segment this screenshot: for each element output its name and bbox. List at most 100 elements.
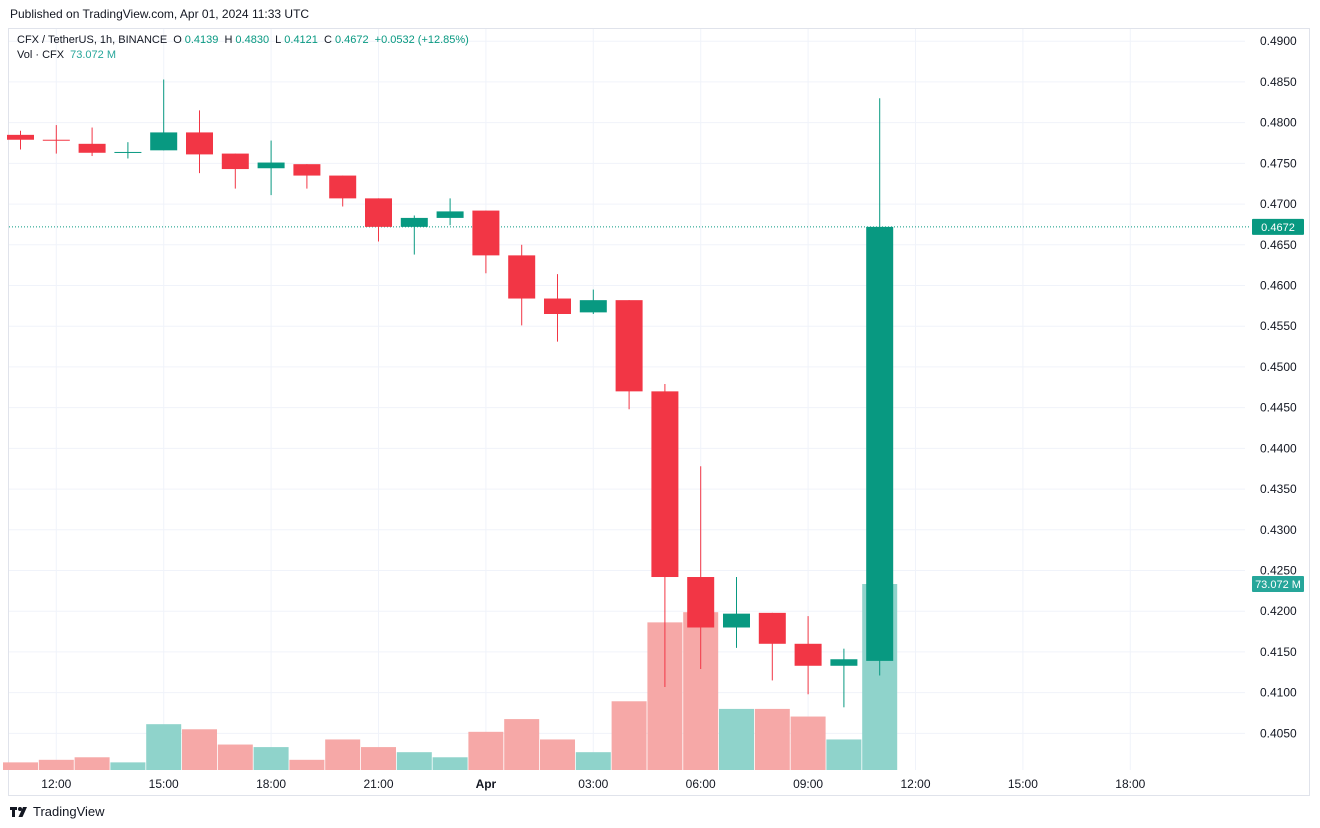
price-axis-label: 0.4500 [1260, 360, 1297, 374]
change-value: +0.0532 (+12.85%) [374, 34, 469, 46]
high-label: H [224, 34, 233, 46]
price-axis-label: 0.4600 [1260, 279, 1297, 293]
time-axis-label: 21:00 [363, 777, 393, 791]
volume-value: 73.072 M [70, 49, 117, 61]
candle-body [579, 300, 607, 313]
candle-body [150, 132, 178, 151]
volume-bar [826, 739, 862, 770]
last-price-badge: 0.4672 [1261, 222, 1295, 234]
candle-body [42, 139, 70, 141]
candle-body [830, 659, 858, 666]
volume-bar [432, 757, 468, 770]
time-axis-label: 18:00 [1115, 777, 1145, 791]
time-axis-label: 09:00 [793, 777, 823, 791]
chart-frame [8, 28, 1310, 796]
volume-bar [110, 762, 146, 770]
candle-body [365, 198, 392, 227]
volume-bar [396, 752, 432, 770]
candle-body [866, 226, 894, 661]
volume-bar [754, 708, 790, 770]
volume-row: Vol · CFX 73.072 M [17, 48, 472, 63]
open-label: O [173, 34, 182, 46]
candle-body [221, 153, 249, 170]
volume-bar [790, 716, 826, 770]
close-value: 0.4672 [334, 34, 369, 46]
volume-bar [325, 739, 361, 770]
price-axis-label: 0.4650 [1260, 238, 1297, 252]
low-label: L [275, 34, 282, 46]
volume-bar [719, 708, 754, 770]
price-axis-label: 0.4550 [1260, 319, 1297, 333]
last-volume-badge-bg [1252, 576, 1304, 592]
candle-body [687, 577, 715, 628]
price-axis-label: 0.4900 [1260, 34, 1297, 48]
price-axis-label: 0.4250 [1260, 564, 1297, 578]
published-caption: Published on TradingView.com, Apr 01, 20… [10, 7, 310, 21]
time-axis-label: 15:00 [1008, 777, 1038, 791]
candle-body [615, 300, 643, 392]
candle-body [472, 210, 500, 256]
volume-bar [182, 729, 217, 770]
candle-body [186, 132, 213, 155]
volume-label[interactable]: Vol · CFX [17, 49, 65, 61]
candle-body [293, 164, 321, 176]
candle-body [7, 134, 34, 140]
price-axis-label: 0.4300 [1260, 523, 1297, 537]
volume-bar [38, 759, 74, 770]
volume-bar [575, 752, 611, 770]
time-axis-label: Apr [476, 777, 497, 791]
price-axis-label: 0.4850 [1260, 75, 1297, 89]
ohlc-row: CFX / TetherUS, 1h, BINANCE O 0.4139 H 0.48… [17, 33, 472, 48]
last-price-badge-bg [1252, 218, 1304, 235]
brand-name: TradingView [33, 804, 105, 819]
chart-legend: CFX / TetherUS, 1h, BINANCE O 0.4139 H 0.48… [17, 33, 472, 63]
volume-bar [611, 701, 647, 770]
candle-body [758, 612, 786, 644]
symbol-label[interactable]: CFX / TetherUS, 1h, BINANCE [17, 34, 168, 46]
volume-bar [253, 747, 289, 770]
price-axis-label: 0.4800 [1260, 116, 1297, 130]
candle-body [257, 162, 285, 169]
last-volume-badge: 73.072 M [1255, 579, 1301, 591]
time-axis-label: 12:00 [41, 777, 71, 791]
volume-bar [361, 747, 396, 770]
candle-body [78, 143, 106, 153]
candle-body [794, 643, 822, 666]
price-axis-label: 0.4450 [1260, 401, 1297, 415]
candle-body [400, 217, 428, 227]
candle-body [651, 391, 679, 578]
volume-bar [217, 744, 253, 770]
close-label: C [323, 34, 332, 46]
volume-bar [74, 757, 110, 770]
time-axis-label: 03:00 [578, 777, 608, 791]
time-axis-label: 15:00 [149, 777, 179, 791]
price-axis-label: 0.4400 [1260, 441, 1297, 455]
price-axis-label: 0.4100 [1260, 686, 1297, 700]
price-axis-label: 0.4150 [1260, 645, 1297, 659]
open-value: 0.4139 [184, 34, 219, 46]
candle-body [508, 255, 536, 299]
tradingview-logo-icon [10, 806, 27, 817]
volume-bar [540, 739, 575, 770]
volume-bar [504, 719, 540, 770]
price-axis-label: 0.4200 [1260, 604, 1297, 618]
tradingview-footer: TradingView [10, 804, 105, 819]
price-axis-label: 0.4750 [1260, 156, 1297, 170]
candle-body [723, 613, 750, 628]
volume-bar [146, 724, 182, 770]
price-axis-label: 0.4700 [1260, 197, 1297, 211]
time-axis-label: 18:00 [256, 777, 286, 791]
time-axis-label: 12:00 [900, 777, 930, 791]
candle-body [436, 211, 464, 218]
volume-bar [289, 759, 325, 770]
low-value: 0.4121 [284, 34, 318, 46]
candle-body [114, 151, 142, 153]
price-axis-label: 0.4050 [1260, 726, 1297, 740]
volume-bar [3, 762, 38, 770]
time-axis-label: 06:00 [686, 777, 716, 791]
candle-body [544, 298, 571, 314]
price-axis-label: 0.4350 [1260, 482, 1297, 496]
volume-bar [468, 731, 504, 770]
high-value: 0.4830 [235, 34, 270, 46]
